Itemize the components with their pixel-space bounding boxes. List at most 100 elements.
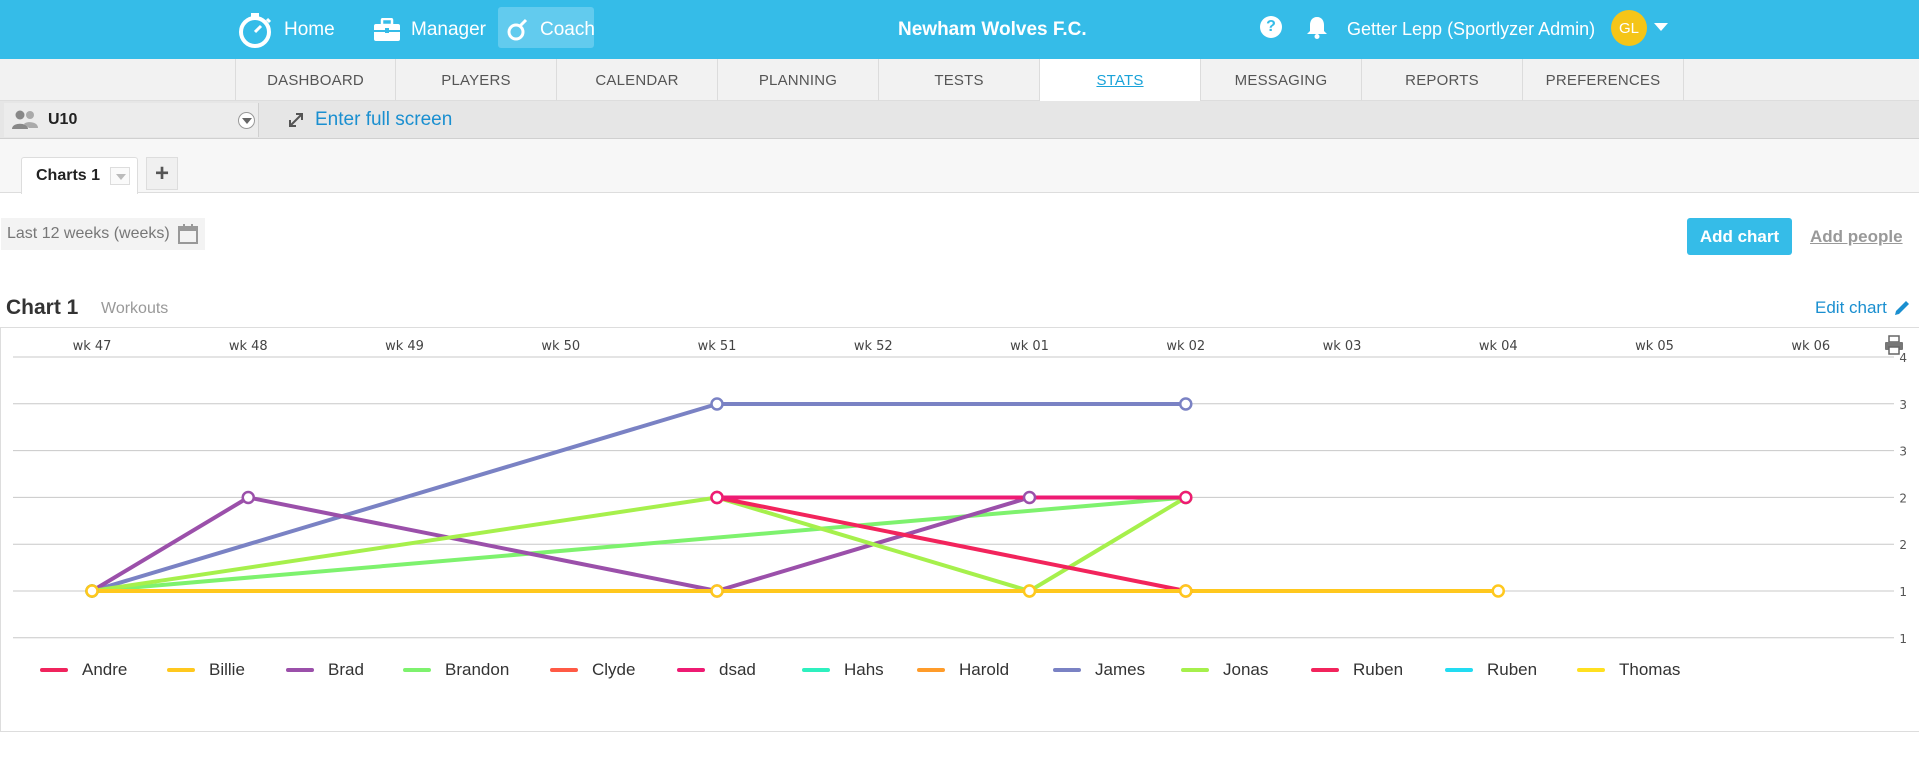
tab-stats[interactable]: STATS: [1040, 59, 1201, 101]
legend-swatch: [1577, 668, 1605, 672]
x-tick-label: wk 47: [73, 339, 112, 354]
tab-preferences[interactable]: PREFERENCES: [1523, 59, 1684, 101]
charts-tab-label: Charts 1: [36, 167, 101, 184]
legend-swatch: [167, 668, 195, 672]
data-point: [1491, 584, 1505, 598]
data-point: [1179, 584, 1193, 598]
legend-item[interactable]: Thomas: [1577, 658, 1680, 682]
legend-swatch: [286, 668, 314, 672]
legend-swatch: [1445, 668, 1473, 672]
legend-swatch: [1311, 668, 1339, 672]
legend-item[interactable]: Hahs: [802, 658, 884, 682]
coach-link[interactable]: [498, 7, 594, 48]
chart-container: 4 3 3 2 2 1 1 wk 47 wk 48 wk 49 wk 50 wk 51 wk 52 wk …: [0, 327, 1919, 732]
manager-label: Manager: [411, 18, 486, 40]
legend-item[interactable]: James: [1053, 658, 1145, 682]
legend-item[interactable]: Clyde: [550, 658, 635, 682]
legend-label: Billie: [209, 660, 245, 679]
tab-tests[interactable]: TESTS: [879, 59, 1040, 101]
edit-chart-label: Edit chart: [1815, 298, 1887, 317]
bell-icon[interactable]: [1306, 15, 1328, 39]
tab-messaging[interactable]: MESSAGING: [1201, 59, 1362, 101]
y-tick-label: 1: [1899, 632, 1907, 646]
home-link[interactable]: Home: [236, 0, 335, 59]
main-nav: DASHBOARD PLAYERS CALENDAR PLANNING TEST…: [0, 59, 1919, 101]
legend-label: Clyde: [592, 660, 636, 679]
data-point: [85, 584, 99, 598]
edit-chart-link[interactable]: Edit chart: [1815, 298, 1911, 318]
tab-reports[interactable]: REPORTS: [1362, 59, 1523, 101]
group-select[interactable]: U10: [4, 103, 259, 137]
legend-item[interactable]: Harold: [917, 658, 1009, 682]
legend-item[interactable]: dsad: [677, 658, 756, 682]
data-point: [1179, 490, 1193, 505]
period-selector[interactable]: Last 12 weeks (weeks): [1, 218, 205, 250]
tab-dashboard[interactable]: DASHBOARD: [235, 59, 396, 101]
add-tab-button[interactable]: +: [146, 157, 178, 190]
x-tick-label: wk 01: [1010, 339, 1049, 354]
x-tick-label: wk 04: [1479, 339, 1518, 354]
x-tick-label: wk 52: [854, 339, 893, 354]
add-people-link[interactable]: Add people: [1810, 226, 1903, 246]
legend-item[interactable]: Ruben: [1445, 658, 1537, 682]
legend-item[interactable]: Billie: [167, 658, 245, 682]
coach-label: Coach: [540, 18, 595, 40]
legend-swatch: [1053, 668, 1081, 672]
fullscreen-button[interactable]: Enter full screen: [287, 101, 452, 139]
chart-title: Chart 1: [6, 296, 79, 319]
data-point: [241, 490, 255, 505]
chevron-down-icon[interactable]: [1654, 23, 1668, 31]
legend-item[interactable]: Ruben: [1311, 658, 1403, 682]
legend-label: Brandon: [445, 660, 510, 679]
y-tick-label: 3: [1899, 445, 1907, 459]
legend-swatch: [1181, 668, 1209, 672]
legend-item[interactable]: Andre: [40, 658, 127, 682]
print-icon[interactable]: [1884, 335, 1904, 355]
tab-players[interactable]: PLAYERS: [396, 59, 557, 101]
x-tick-label: wk 49: [385, 339, 424, 354]
fullscreen-label: Enter full screen: [315, 109, 453, 130]
x-tick-label: wk 03: [1323, 339, 1362, 354]
line-chart: 4 3 3 2 2 1 1 wk 47 wk 48 wk 49 wk 50 wk 51 wk 52 wk …: [13, 339, 1907, 646]
tab-charts-1[interactable]: Charts 1: [21, 157, 138, 194]
user-name[interactable]: Getter Lepp (Sportlyzer Admin): [1347, 19, 1596, 39]
x-tick-label: wk 02: [1166, 339, 1205, 354]
legend-label: Jonas: [1223, 660, 1269, 679]
help-icon[interactable]: ?: [1260, 16, 1282, 38]
legend-item[interactable]: Jonas: [1181, 658, 1268, 682]
add-chart-button[interactable]: Add chart: [1687, 218, 1792, 255]
legend-label: Harold: [959, 660, 1010, 679]
group-icon: [12, 110, 38, 129]
data-point: [1022, 584, 1037, 598]
legend-label: dsad: [719, 660, 756, 679]
group-bar: U10 Enter full screen: [0, 101, 1919, 139]
coach-link-content[interactable]: Coach: [506, 0, 595, 59]
tab-planning[interactable]: PLANNING: [718, 59, 879, 101]
legend-swatch: [917, 668, 945, 672]
legend-label: Ruben: [1353, 660, 1404, 679]
data-point: [710, 584, 724, 598]
pencil-icon: [1894, 301, 1909, 315]
avatar[interactable]: GL: [1611, 10, 1647, 46]
x-tick-label: wk 05: [1635, 339, 1674, 354]
legend-swatch: [550, 668, 578, 672]
legend-label: Hahs: [844, 660, 884, 679]
x-tick-label: wk 51: [698, 339, 737, 354]
series-line-jonas: [91, 495, 1187, 593]
x-tick-label: wk 06: [1791, 339, 1830, 354]
legend-swatch: [802, 668, 830, 672]
chevron-down-icon[interactable]: [110, 167, 130, 185]
period-label: Last 12 weeks (weeks): [7, 225, 170, 242]
data-point: [1179, 397, 1193, 411]
chart-tabs-bar: Charts 1 +: [0, 139, 1919, 194]
legend-item[interactable]: Brad: [286, 658, 364, 682]
legend-swatch: [403, 668, 431, 672]
home-label: Home: [284, 18, 335, 40]
chevron-down-icon[interactable]: [238, 112, 255, 129]
legend-item[interactable]: Brandon: [403, 658, 509, 682]
y-tick-label: 3: [1899, 398, 1907, 412]
legend-swatch: [677, 668, 705, 672]
tab-calendar[interactable]: CALENDAR: [557, 59, 718, 101]
manager-link[interactable]: Manager: [373, 0, 486, 59]
legend-label: Ruben: [1487, 660, 1538, 679]
